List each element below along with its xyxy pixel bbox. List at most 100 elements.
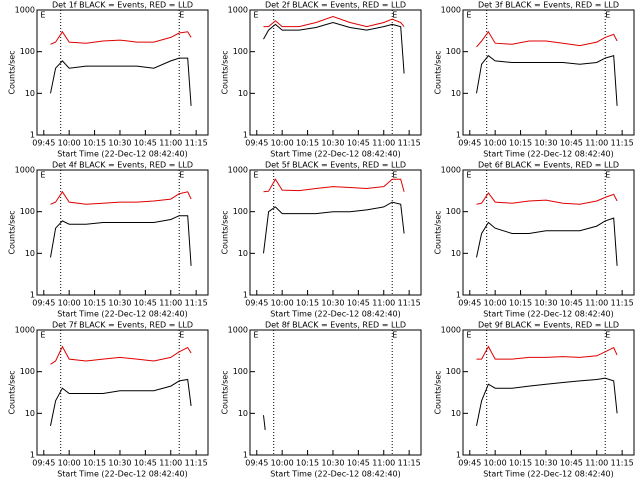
y-tick-label: 1 [243,451,248,460]
x-tick-label: 11:15 [185,459,208,468]
y-tick-label: 1000 [228,326,248,335]
x-tick-label: 10:30 [534,299,557,308]
annotation: E [40,171,45,180]
y-tick-label: 10 [25,249,35,258]
x-axis-label: Start Time (22-Dec-12 08:42:40) [483,310,614,319]
panel: Det 1f BLACK = Events, RED = LLD Counts/s… [8,1,209,159]
y-tick-label: 1000 [228,166,248,175]
x-tick-label: 11:15 [185,299,208,308]
y-tick-label: 1000 [15,6,35,15]
series-line [476,217,618,266]
y-tick-label: 10 [238,409,248,418]
y-tick-label: 1 [30,291,35,300]
series-line [50,30,192,45]
panel: Det 5f BLACK = Events, RED = LLD Counts/s… [221,161,422,319]
x-axis-label: Start Time (22-Dec-12 08:42:40) [57,150,188,159]
x-tick-label: 09:45 [32,299,55,308]
annotation: E [40,11,45,20]
x-tick-label: 10:00 [484,139,507,148]
annotation: E [392,331,397,340]
y-tick-label: 100 [446,367,461,376]
x-tick-label: 10:45 [347,139,370,148]
x-tick-label: 10:15 [509,299,532,308]
y-tick-label: 100 [446,207,461,216]
panel: Det 2f BLACK = Events, RED = LLD Counts/s… [221,1,422,159]
panel: Det 4f BLACK = Events, RED = LLD Counts/s… [8,161,209,319]
panel-title: Det 7f BLACK = Events, RED = LLD [52,321,193,330]
y-tick-label: 1000 [441,6,461,15]
y-tick-label: 10 [25,89,35,98]
x-tick-label: 10:45 [560,299,583,308]
x-tick-label: 10:00 [58,459,81,468]
annotation: E [179,11,184,20]
panel-title: Det 1f BLACK = Events, RED = LLD [52,1,193,10]
x-tick-label: 10:30 [108,459,131,468]
panel: Det 9f BLACK = Events, RED = LLD Counts/s… [434,321,635,479]
y-tick-label: 1 [30,451,35,460]
x-tick-label: 09:45 [458,139,481,148]
annotation: E [466,171,471,180]
x-tick-label: 11:00 [372,459,395,468]
x-tick-label: 10:30 [534,459,557,468]
x-tick-label: 10:45 [134,459,157,468]
x-tick-label: 11:00 [585,139,608,148]
x-tick-label: 10:15 [296,139,319,148]
y-axis-label: Counts/sec [434,370,443,414]
x-tick-label: 10:30 [321,459,344,468]
y-tick-label: 100 [20,367,35,376]
plot-frame [249,9,422,136]
x-tick-label: 10:15 [509,459,532,468]
panel: Det 6f BLACK = Events, RED = LLD Counts/s… [434,161,635,319]
x-tick-label: 10:45 [134,139,157,148]
y-tick-label: 10 [451,409,461,418]
y-tick-label: 100 [233,47,248,56]
plot-frame [36,9,209,136]
annotation: E [392,11,397,20]
annotation: E [40,331,45,340]
plot-frame [462,169,635,296]
y-tick-label: 10 [25,409,35,418]
annotation: E [466,331,471,340]
series-line [476,192,618,205]
x-tick-label: 10:45 [347,459,370,468]
y-tick-label: 1000 [15,166,35,175]
series-line [476,377,618,426]
x-tick-label: 10:30 [534,139,557,148]
x-axis-label: Start Time (22-Dec-12 08:42:40) [270,310,401,319]
x-tick-label: 11:15 [611,459,634,468]
y-tick-label: 1 [456,451,461,460]
panel-title: Det 6f BLACK = Events, RED = LLD [478,161,619,170]
x-tick-label: 09:45 [32,459,55,468]
series-line [50,345,192,365]
annotation: E [605,331,610,340]
x-tick-label: 09:45 [245,299,268,308]
annotation: E [466,11,471,20]
x-tick-label: 10:15 [83,139,106,148]
annotation: E [253,171,258,180]
x-tick-label: 11:15 [611,139,634,148]
y-axis-label: Counts/sec [221,370,230,414]
x-tick-label: 10:15 [296,299,319,308]
panel-title: Det 3f BLACK = Events, RED = LLD [478,1,619,10]
series-line [263,15,405,28]
y-axis-label: Counts/sec [434,50,443,94]
y-tick-label: 100 [233,207,248,216]
annotation: E [392,171,397,180]
annotation: E [253,331,258,340]
series-line [263,178,405,193]
panel-title: Det 8f BLACK = Events, RED = LLD [265,321,406,330]
y-tick-label: 1 [456,291,461,300]
panel-title: Det 5f BLACK = Events, RED = LLD [265,161,406,170]
y-tick-label: 10 [451,89,461,98]
panel: Det 8f BLACK = Events, RED = LLD Counts/s… [221,321,422,479]
series-line [50,215,192,266]
x-tick-label: 10:00 [58,139,81,148]
y-tick-label: 1000 [441,166,461,175]
x-tick-label: 10:15 [83,299,106,308]
x-axis-label: Start Time (22-Dec-12 08:42:40) [270,150,401,159]
series-line [263,21,405,74]
x-tick-label: 09:45 [32,139,55,148]
y-tick-label: 1000 [15,326,35,335]
x-tick-label: 10:30 [108,299,131,308]
